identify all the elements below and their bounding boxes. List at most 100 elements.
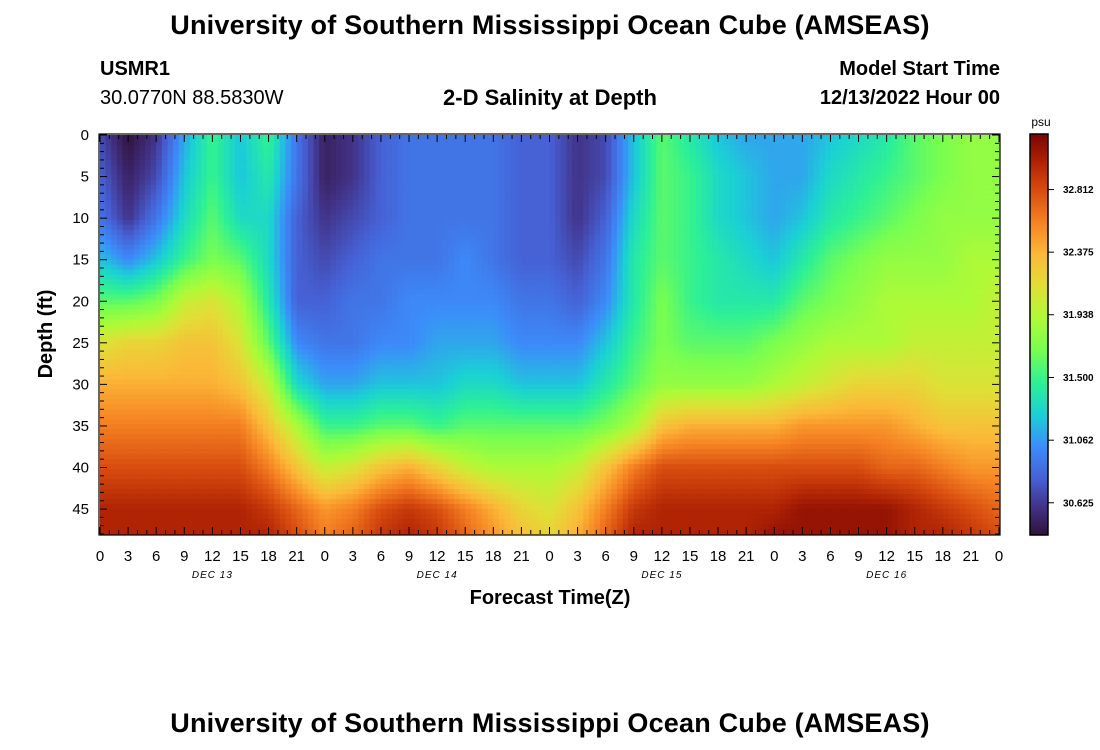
heatmap-cell bbox=[875, 274, 882, 281]
heatmap-cell bbox=[380, 194, 388, 201]
heatmap-cell bbox=[560, 139, 567, 146]
heatmap-cell bbox=[206, 254, 213, 261]
heatmap-cell bbox=[330, 209, 337, 216]
heatmap-cell bbox=[824, 159, 832, 166]
heatmap-cell bbox=[150, 249, 157, 256]
heatmap-cell bbox=[128, 184, 135, 191]
heatmap-cell bbox=[156, 209, 163, 216]
heatmap-cell bbox=[970, 239, 978, 246]
heatmap-cell bbox=[605, 274, 612, 281]
heatmap-cell bbox=[105, 224, 112, 231]
heatmap-cell bbox=[695, 219, 702, 226]
heatmap-cell bbox=[223, 269, 230, 276]
heatmap-cell bbox=[465, 174, 472, 181]
heatmap-cell bbox=[611, 209, 618, 216]
heatmap-cell bbox=[313, 259, 320, 266]
heatmap-cell bbox=[358, 194, 365, 201]
heatmap-cell bbox=[892, 144, 899, 151]
heatmap-cell bbox=[201, 139, 208, 146]
heatmap-cell bbox=[807, 135, 815, 141]
heatmap-cell bbox=[482, 169, 489, 176]
heatmap-cell bbox=[307, 169, 315, 176]
heatmap-cell bbox=[313, 189, 320, 196]
heatmap-cell bbox=[229, 209, 236, 216]
heatmap-cell bbox=[139, 224, 146, 231]
heatmap-cell bbox=[139, 219, 146, 226]
heatmap-cell bbox=[897, 164, 905, 171]
heatmap-cell bbox=[852, 164, 860, 171]
heatmap-cell bbox=[897, 135, 905, 141]
heatmap-cell bbox=[364, 164, 371, 171]
heatmap-cell bbox=[291, 224, 298, 231]
heatmap-cell bbox=[779, 159, 787, 166]
heatmap-cell bbox=[785, 239, 792, 246]
heatmap-cell bbox=[645, 179, 652, 186]
heatmap-cell bbox=[100, 199, 107, 206]
heatmap-cell bbox=[768, 199, 775, 206]
heatmap-cell bbox=[268, 289, 275, 296]
heatmap-cell bbox=[903, 135, 910, 141]
heatmap-cell bbox=[425, 159, 433, 166]
heatmap-cell bbox=[167, 249, 174, 256]
heatmap-cell bbox=[645, 249, 652, 256]
heatmap-cell bbox=[201, 284, 208, 291]
heatmap-cell bbox=[330, 219, 337, 226]
heatmap-cell bbox=[847, 259, 854, 266]
heatmap-cell bbox=[937, 144, 944, 151]
heatmap-cell bbox=[555, 219, 562, 226]
heatmap-cell bbox=[897, 254, 905, 261]
heatmap-cell bbox=[858, 224, 865, 231]
heatmap-cell bbox=[903, 229, 910, 236]
heatmap-cell bbox=[178, 274, 185, 281]
heatmap-cell bbox=[909, 274, 916, 281]
heatmap-cell bbox=[538, 179, 545, 186]
heatmap-cell bbox=[425, 184, 433, 191]
heatmap-cell bbox=[262, 269, 270, 276]
heatmap-cell bbox=[521, 259, 528, 266]
heatmap-cell bbox=[852, 259, 860, 266]
heatmap-cell bbox=[279, 164, 287, 171]
heatmap-cell bbox=[100, 209, 107, 216]
heatmap-cell bbox=[335, 199, 343, 206]
heatmap-cell bbox=[954, 159, 961, 166]
heatmap-cell bbox=[307, 164, 315, 171]
heatmap-cell bbox=[734, 144, 742, 151]
heatmap-cell bbox=[819, 279, 826, 286]
heatmap-cell bbox=[240, 149, 247, 156]
heatmap-cell bbox=[712, 234, 719, 241]
heatmap-cell bbox=[487, 154, 494, 161]
heatmap-cell bbox=[105, 214, 112, 221]
heatmap-cell bbox=[296, 179, 303, 186]
heatmap-cell bbox=[319, 194, 326, 201]
heatmap-cell bbox=[240, 184, 247, 191]
heatmap-cell bbox=[734, 209, 742, 216]
heatmap-cell bbox=[313, 219, 320, 226]
heatmap-cell bbox=[128, 164, 135, 171]
heatmap-cell bbox=[116, 179, 124, 186]
heatmap-cell bbox=[409, 269, 416, 276]
heatmap-cell bbox=[161, 289, 169, 296]
heatmap-cell bbox=[409, 244, 416, 251]
heatmap-cell bbox=[802, 184, 809, 191]
heatmap-cell bbox=[571, 234, 579, 241]
heatmap-cell bbox=[577, 159, 584, 166]
heatmap-cell bbox=[970, 159, 978, 166]
heatmap-cell bbox=[594, 194, 601, 201]
heatmap-cell bbox=[364, 244, 371, 251]
heatmap-cell bbox=[105, 244, 112, 251]
heatmap-cell bbox=[987, 239, 994, 246]
heatmap-cell bbox=[897, 239, 905, 246]
heatmap-cell bbox=[779, 179, 787, 186]
heatmap-cell bbox=[869, 164, 876, 171]
heatmap-cell bbox=[313, 284, 320, 291]
heatmap-cell bbox=[291, 229, 298, 236]
heatmap-cell bbox=[144, 229, 152, 236]
heatmap-cell bbox=[448, 194, 455, 201]
heatmap-cell bbox=[392, 209, 399, 216]
heatmap-cell bbox=[369, 244, 376, 251]
heatmap-cell bbox=[465, 239, 472, 246]
heatmap-cell bbox=[223, 259, 230, 266]
heatmap-cell bbox=[689, 234, 697, 241]
heatmap-cell bbox=[746, 244, 753, 251]
heatmap-cell bbox=[487, 194, 494, 201]
